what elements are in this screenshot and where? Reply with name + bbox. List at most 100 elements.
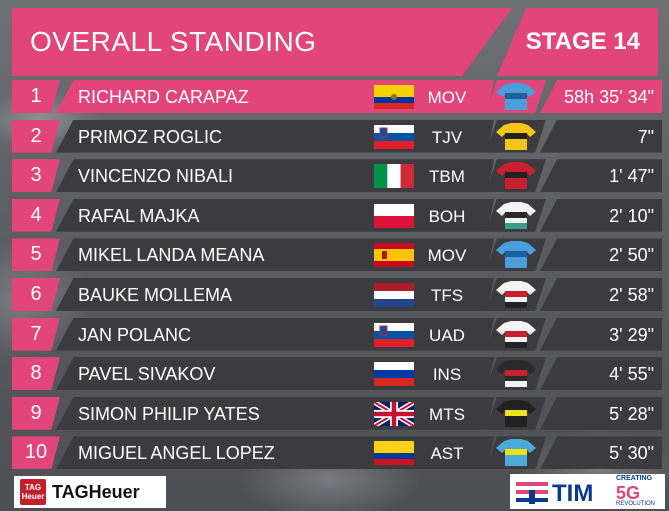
position-cell: 4	[12, 198, 60, 232]
jersey-cell	[486, 357, 546, 391]
standings-header: OVERALL STANDING STAGE 14	[12, 8, 658, 76]
page-title: OVERALL STANDING	[30, 26, 317, 57]
table-row: 1 RICHARD CARAPAZ MOV 58h 35' 34"	[12, 80, 662, 113]
time-gap-cell: 58h 35' 34"	[540, 80, 662, 113]
table-row: 10 MIGUEL ANGEL LOPEZ AST 5' 30"	[12, 436, 662, 470]
mitchelton-scott-jersey-icon	[496, 399, 536, 427]
slovenia-flag-icon	[374, 124, 414, 149]
ecuador-flag-icon	[374, 85, 414, 109]
position-cell: 3	[12, 159, 60, 193]
time-gap: 2' 58"	[609, 284, 654, 305]
time-gap: 3' 29"	[609, 324, 654, 345]
united-kingdom-flag-icon	[374, 401, 414, 426]
team-code: INS	[432, 365, 462, 385]
rider-name: MIGUEL ANGEL LOPEZ	[78, 443, 275, 464]
position-cell: 10	[12, 436, 60, 470]
rider-cell: PRIMOZ ROGLIC	[56, 119, 494, 153]
tim-5g-text: 5G	[616, 483, 641, 503]
rider-cell: RICHARD CARAPAZ	[56, 80, 494, 113]
bahrain-merida-jersey-icon	[496, 162, 536, 190]
tim-wordmark: TIM	[552, 480, 594, 507]
table-row: 3 VINCENZO NIBALI TBM 1' 47"	[12, 159, 662, 193]
table-row: 4 RAFAL MAJKA BOH 2' 10"	[12, 198, 662, 232]
rider-name: VINCENZO NIBALI	[78, 166, 234, 187]
jersey-cell	[486, 396, 546, 430]
time-gap-cell: 7"	[540, 119, 662, 153]
jersey-cell	[486, 80, 546, 113]
team-code: MTS	[429, 404, 465, 424]
jersey-cell	[486, 436, 546, 470]
jersey-cell	[486, 119, 546, 153]
tag-heuer-wordmark: TAGHeuer	[52, 481, 140, 502]
ineos-jersey-icon	[496, 360, 536, 388]
russia-flag-icon	[374, 362, 414, 387]
rider-name: SIMON PHILIP YATES	[78, 403, 260, 424]
jersey-cell	[486, 198, 546, 232]
team-code: UAD	[429, 325, 465, 345]
rider-cell: JAN POLANC	[56, 317, 494, 351]
movistar-jersey-icon	[496, 241, 536, 269]
jersey-cell	[486, 317, 546, 351]
table-row: 9 SIMON PHILIP YATES MTS 5' 28"	[12, 396, 662, 430]
rider-name: RAFAL MAJKA	[78, 205, 200, 226]
team-code: MOV	[427, 88, 467, 107]
rider-name: RICHARD CARAPAZ	[78, 87, 249, 107]
table-row: 8 PAVEL SIVAKOV INS 4' 55"	[12, 357, 662, 391]
team-code: AST	[430, 444, 464, 464]
time-gap-cell: 4' 55"	[540, 357, 662, 391]
stage-label: STAGE 14	[525, 28, 640, 55]
netherlands-flag-icon	[374, 282, 414, 307]
position-cell: 1	[12, 80, 60, 113]
trek-segafredo-jersey-icon	[496, 280, 536, 308]
table-row: 5 MIKEL LANDA MEANA MOV 2' 50"	[12, 238, 662, 272]
position-cell: 2	[12, 119, 60, 153]
time-gap-cell: 1' 47"	[540, 159, 662, 193]
rider-name: PRIMOZ ROGLIC	[78, 126, 223, 147]
jersey-cell	[486, 238, 546, 272]
title-banner: OVERALL STANDING	[12, 8, 512, 76]
time-gap: 5' 28"	[609, 403, 654, 424]
movistar-jersey-icon	[496, 83, 536, 110]
jersey-cell	[486, 159, 546, 193]
tim-revolution-text: REVOLUTION	[616, 501, 656, 507]
team-code: MOV	[427, 246, 467, 266]
time-gap: 2' 50"	[609, 245, 654, 266]
position-cell: 9	[12, 396, 60, 430]
time-gap: 2' 10"	[609, 205, 654, 226]
team-code: TJV	[431, 127, 463, 147]
tag-heuer-shield-icon: TAG Heuer	[20, 479, 46, 505]
standings-table: 1 RICHARD CARAPAZ MOV 58h 35' 34" 2 PRIMOZ RO…	[12, 80, 662, 476]
rider-cell: PAVEL SIVAKOV	[56, 357, 494, 391]
bora-hansgrohe-jersey-icon	[496, 201, 536, 229]
team-code: TFS	[430, 285, 464, 305]
time-gap-cell: 5' 28"	[540, 396, 662, 430]
time-gap: 7"	[637, 126, 654, 147]
italy-flag-icon	[374, 164, 414, 189]
rider-cell: BAUKE MOLLEMA	[56, 277, 494, 311]
time-gap: 1' 47"	[609, 166, 654, 187]
rider-cell: MIGUEL ANGEL LOPEZ	[56, 436, 494, 470]
tim-bars-icon	[516, 482, 548, 504]
tim-logo: TIM CREATING 5G REVOLUTION	[510, 474, 665, 509]
rider-name: MIKEL LANDA MEANA	[78, 245, 265, 266]
rider-cell: MIKEL LANDA MEANA	[56, 238, 494, 272]
time-gap-cell: 3' 29"	[540, 317, 662, 351]
time-gap-cell: 5' 30"	[540, 436, 662, 470]
stage-banner: STAGE 14	[497, 8, 658, 76]
rider-name: BAUKE MOLLEMA	[78, 284, 233, 305]
time-gap: 58h 35' 34"	[564, 87, 654, 107]
time-gap-cell: 2' 50"	[540, 238, 662, 272]
tim-creating-text: CREATING	[616, 475, 653, 482]
time-gap-cell: 2' 58"	[540, 277, 662, 311]
team-code: BOH	[428, 206, 466, 226]
jumbo-visma-jersey-icon	[496, 122, 536, 150]
position-cell: 5	[12, 238, 60, 272]
table-row: 6 BAUKE MOLLEMA TFS 2' 58"	[12, 277, 662, 311]
tag-heuer-logo: TAG Heuer TAGHeuer	[14, 476, 166, 508]
slovenia-flag-icon	[374, 322, 414, 347]
table-row: 7 JAN POLANC UAD 3' 29"	[12, 317, 662, 351]
jersey-cell	[486, 277, 546, 311]
rider-cell: VINCENZO NIBALI	[56, 159, 494, 193]
position-cell: 8	[12, 357, 60, 391]
colombia-flag-icon	[374, 441, 414, 466]
